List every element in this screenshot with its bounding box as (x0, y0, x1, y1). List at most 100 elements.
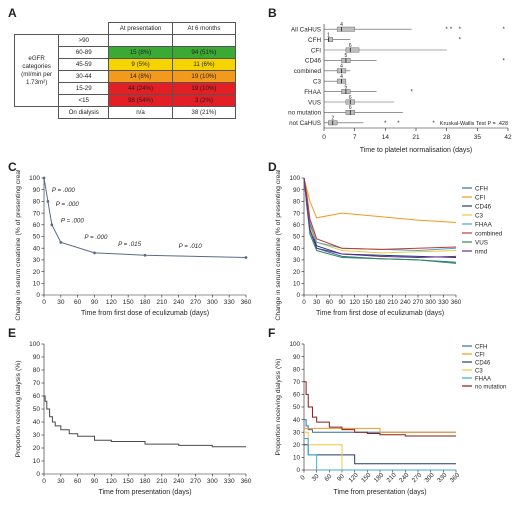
y-tick-label: 80 (33, 199, 41, 206)
median-label: 5 (345, 84, 348, 90)
y-axis-label: Change in serum creatinine (% of present… (275, 170, 282, 321)
outlier-point: * (384, 121, 387, 127)
y-tick-label: 80 (33, 367, 41, 374)
x-tick-label: 360 (241, 299, 252, 306)
y-tick-label: 40 (293, 417, 301, 424)
x-tick-label: 300 (207, 299, 218, 306)
y-tick-label: 30 (293, 257, 301, 264)
panel-label-f: F (268, 326, 276, 340)
panel-label-c: C (8, 160, 17, 174)
p-value-label: P = .010 (179, 243, 203, 250)
x-tick-label: 180 (375, 299, 386, 306)
y-tick-label: 70 (293, 379, 301, 386)
cell-presentation: 98 (54%) (108, 94, 173, 107)
y-tick-label: 40 (293, 245, 301, 252)
row-category: On dialysis (58, 106, 110, 119)
x-axis-label: Time from first dose of eculizumab (days… (81, 310, 209, 317)
x-tick-label: 330 (224, 478, 235, 485)
table-blank (15, 107, 59, 119)
x-tick-label: 270 (411, 471, 424, 484)
median-label: 5 (345, 53, 348, 59)
legend-label: nmd (475, 248, 488, 255)
y-tick-label: 100 (29, 341, 40, 348)
category-label: CFI (311, 47, 321, 54)
data-point (143, 253, 147, 257)
x-tick-label: 120 (106, 299, 117, 306)
data-point (42, 176, 46, 180)
y-tick-label: 50 (33, 234, 41, 241)
x-tick-label: 270 (413, 299, 424, 306)
x-tick-label: 150 (123, 299, 134, 306)
legend-label: combined (475, 230, 503, 237)
median-label: 2 (331, 116, 334, 122)
y-tick-label: 20 (293, 442, 301, 449)
y-tick-label: 60 (293, 392, 301, 399)
dialysis-genotype-chart: 0 30 60 90 120 150 180 210 240 270 300 330 360010203… (275, 341, 506, 496)
y-tick-label: 100 (29, 175, 40, 182)
p-value-label: P = .000 (52, 187, 76, 194)
legend-label: C3 (475, 368, 483, 374)
y-tick-label: 90 (33, 354, 41, 361)
x-tick-label: 30 (57, 478, 65, 485)
y-tick-label: 50 (293, 234, 301, 241)
km-curve-no-mutation (304, 381, 456, 437)
x-tick-label: 360 (449, 471, 462, 484)
y-tick-label: 10 (293, 281, 301, 288)
data-point (59, 240, 63, 244)
legend-label: CFI (475, 352, 485, 358)
x-tick-label: 60 (74, 478, 82, 485)
x-tick-label: 90 (91, 299, 99, 306)
km-curve-overall (44, 395, 246, 448)
legend-label: CD46 (475, 203, 492, 210)
outlier-point: * (450, 27, 453, 33)
x-tick-label: 0 (42, 299, 46, 306)
row-header-egfr: eGFR categories (ml/min per 1.73m²) (13, 34, 60, 107)
median-label: 6 (349, 95, 352, 101)
outlier-point: * (397, 121, 400, 127)
y-tick-label: 40 (33, 419, 41, 426)
x-tick-label: 120 (349, 299, 360, 306)
x-tick-label: 300 (207, 478, 218, 485)
km-curve-fhaa (304, 438, 456, 471)
x-tick-label: 120 (106, 478, 117, 485)
cell-six-months (171, 34, 237, 47)
p-value-label: P = .000 (56, 201, 80, 208)
y-tick-label: 90 (33, 187, 41, 194)
category-label: combined (294, 68, 322, 75)
y-tick-label: 80 (293, 366, 301, 373)
y-tick-label: 60 (33, 393, 41, 400)
y-tick-label: 30 (293, 429, 301, 436)
y-tick-label: 90 (293, 354, 301, 361)
y-tick-label: 60 (293, 222, 301, 229)
x-tick-label: 21 (412, 134, 420, 141)
x-axis-label: Time to platelet normalisation (days) (360, 147, 473, 154)
x-tick-label: 60 (326, 299, 334, 306)
legend-label: CFH (475, 185, 488, 192)
table-row: eGFR categories (ml/min per 1.73m²) >90 (13, 34, 237, 107)
x-tick-label: 150 (360, 471, 373, 484)
category-label: VUS (308, 99, 321, 106)
row-category: 45-59 (58, 58, 110, 71)
y-tick-label: 80 (293, 199, 301, 206)
row-category: 15-29 (58, 82, 110, 95)
x-axis-label: Time from presentation (days) (98, 489, 191, 496)
table-corner (15, 23, 59, 35)
table-row: 30-44 14 (8%) 19 (10%) (15, 70, 237, 83)
legend-label: VUS (475, 239, 488, 246)
data-point (93, 251, 96, 255)
y-tick-label: 20 (293, 269, 301, 276)
x-tick-label: 90 (91, 478, 99, 485)
outlier-point: * (502, 27, 505, 33)
x-tick-label: 270 (190, 299, 201, 306)
stat-annotation: Kruskal-Wallis Test P = .428 (440, 121, 508, 127)
y-tick-label: 40 (33, 245, 41, 252)
cell-presentation: 15 (8%) (108, 46, 173, 59)
x-tick-label: 90 (338, 299, 346, 306)
x-tick-label: 180 (373, 471, 386, 484)
row-category: 30-44 (58, 70, 110, 83)
p-value-label: P = .015 (118, 241, 142, 248)
x-tick-label: 30 (311, 473, 321, 483)
x-tick-label: 30 (313, 299, 321, 306)
median-label: 6 (349, 105, 352, 111)
y-tick-label: 100 (289, 341, 300, 348)
